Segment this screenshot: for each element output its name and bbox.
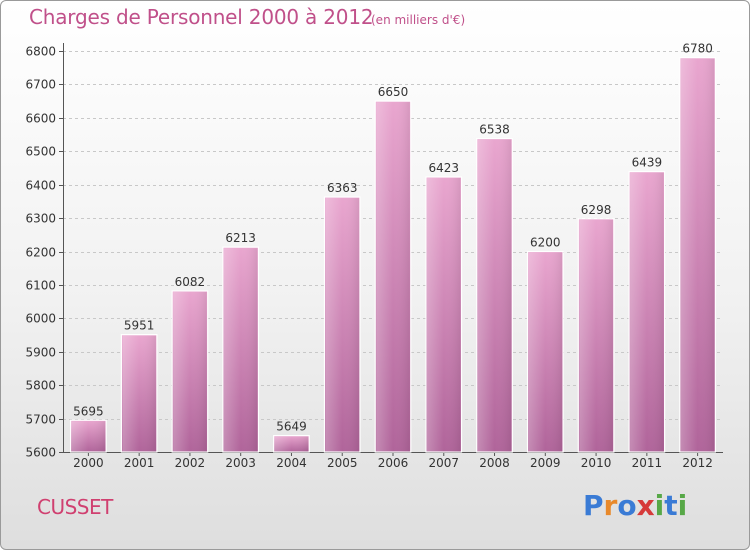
y-tick-label: 5700	[25, 413, 56, 427]
logo-letter: i	[677, 489, 688, 522]
logo-letter: x	[636, 489, 655, 522]
x-tick-label: 2010	[581, 456, 612, 470]
logo-letter: P	[583, 489, 604, 522]
x-tick-label: 2008	[479, 456, 510, 470]
bar-shine	[274, 436, 309, 452]
y-tick-label: 6800	[25, 45, 56, 59]
value-label: 5695	[73, 404, 104, 418]
x-tick-label: 2009	[530, 456, 561, 470]
logo-letter: i	[654, 489, 665, 522]
bar-shine	[528, 252, 563, 452]
value-label: 6200	[530, 236, 561, 250]
bars	[70, 57, 716, 453]
value-labels: 5695 5951 6082 6213 5649 6363 6650 6423 6538 6200…	[73, 42, 713, 434]
y-tick-label: 6000	[25, 312, 56, 326]
bar-shine	[427, 177, 461, 452]
y-tick-label: 5600	[25, 446, 56, 460]
bar-shine	[376, 102, 410, 452]
bar-shine	[122, 335, 156, 452]
bar-shine	[325, 198, 359, 452]
logo-letter: t	[664, 489, 678, 522]
city-name: CUSSET	[37, 495, 113, 519]
proxiti-logo[interactable]: Proxiti	[583, 489, 687, 522]
value-label: 5649	[276, 420, 307, 434]
x-tick-label: 2001	[124, 456, 155, 470]
x-tick-label: 2012	[682, 456, 713, 470]
axes: 5600 5700 5800 5900 6000 6100 6200 6300 6400 6500…	[25, 43, 723, 470]
logo-letter: r	[603, 489, 618, 522]
x-tick-label: 2004	[276, 456, 307, 470]
x-tick-label: 2011	[632, 456, 663, 470]
bar-shine	[71, 421, 106, 452]
y-tick-label: 6700	[25, 78, 56, 92]
value-label: 6423	[428, 161, 459, 175]
x-tick-label: 2005	[327, 456, 358, 470]
value-label: 6082	[175, 275, 206, 289]
chart-subtitle: (en milliers d'€)	[371, 13, 466, 27]
y-tick-label: 6300	[25, 212, 56, 226]
value-label: 6298	[581, 203, 612, 217]
x-tick-label: 2003	[225, 456, 256, 470]
value-label: 6538	[479, 123, 510, 137]
bar-shine	[579, 219, 613, 452]
bar-shine	[680, 58, 715, 452]
bar-shine	[173, 291, 207, 452]
x-tick-label: 2007	[428, 456, 459, 470]
value-label: 5951	[124, 319, 155, 333]
bar-shine	[223, 248, 258, 452]
x-tick-label: 2002	[175, 456, 206, 470]
value-label: 6213	[225, 231, 256, 245]
value-label: 6650	[378, 85, 409, 99]
y-tick-label: 5800	[25, 379, 56, 393]
chart-title: Charges de Personnel 2000 à 2012	[29, 5, 374, 29]
value-label: 6363	[327, 181, 358, 195]
value-label: 6439	[632, 156, 663, 170]
y-tick-label: 5900	[25, 346, 56, 360]
bar-shine	[477, 139, 512, 452]
y-tick-label: 6500	[25, 145, 56, 159]
y-tick-label: 6200	[25, 246, 56, 260]
y-tick-label: 6400	[25, 179, 56, 193]
y-tick-label: 6100	[25, 279, 56, 293]
logo-letter: o	[617, 489, 637, 522]
x-tick-label: 2000	[73, 456, 104, 470]
value-label: 6780	[682, 42, 713, 56]
bar-shine	[630, 172, 664, 453]
y-tick-label: 6600	[25, 112, 56, 126]
x-tick-label: 2006	[378, 456, 409, 470]
